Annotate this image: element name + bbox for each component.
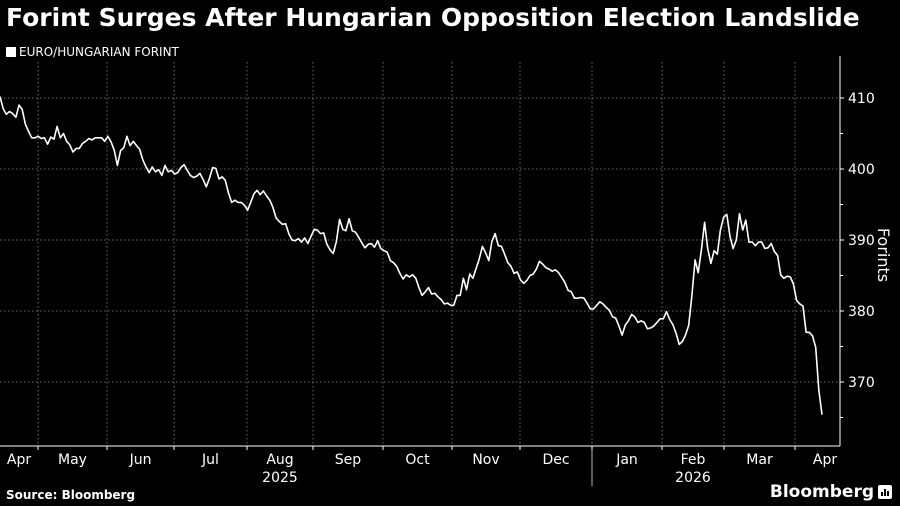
source-note: Source: Bloomberg <box>6 488 136 502</box>
x-tick-labels: Apr May Jun Jul Aug Sep Oct Nov Dec Jan Feb Mar Apr 2… <box>7 452 837 486</box>
series-line-eur-huf <box>0 96 823 415</box>
chart-title: Forint Surges After Hungarian Opposition… <box>6 3 860 32</box>
x-tick-label: Mar <box>746 452 773 468</box>
x-year-label: 2026 <box>675 470 711 486</box>
x-tick-label: Jun <box>129 452 152 468</box>
x-year-label: 2025 <box>262 470 298 486</box>
x-tick-label: Jul <box>201 452 219 468</box>
y-tick-label: 370 <box>848 375 875 391</box>
x-tick-label: Sep <box>335 452 362 468</box>
x-tick-label: May <box>58 452 87 468</box>
y-tick-label: 380 <box>848 304 875 320</box>
bloomberg-chart-icon <box>878 485 892 499</box>
x-tick-label: Jan <box>615 452 638 468</box>
grid <box>0 62 840 446</box>
x-tick-label: Apr <box>813 452 837 468</box>
x-tick-label: Dec <box>542 452 569 468</box>
x-tick-label: Aug <box>266 452 293 468</box>
legend: EURO/HUNGARIAN FORINT <box>6 45 179 59</box>
x-tick-label: Apr <box>7 452 31 468</box>
y-tick-labels: 370 380 390 400 410 <box>848 91 875 391</box>
y-axis-label: Forints <box>874 228 893 282</box>
y-tick-label: 400 <box>848 162 875 178</box>
brand-label: Bloomberg <box>769 482 874 502</box>
legend-swatch <box>6 47 16 57</box>
bloomberg-brand: Bloomberg <box>770 482 892 502</box>
x-tick-label: Feb <box>681 452 706 468</box>
legend-label: EURO/HUNGARIAN FORINT <box>19 45 179 59</box>
axes <box>0 56 844 486</box>
x-tick-label: Nov <box>472 452 499 468</box>
y-tick-label: 390 <box>848 233 875 249</box>
y-tick-label: 410 <box>848 91 875 107</box>
x-tick-label: Oct <box>405 452 430 468</box>
